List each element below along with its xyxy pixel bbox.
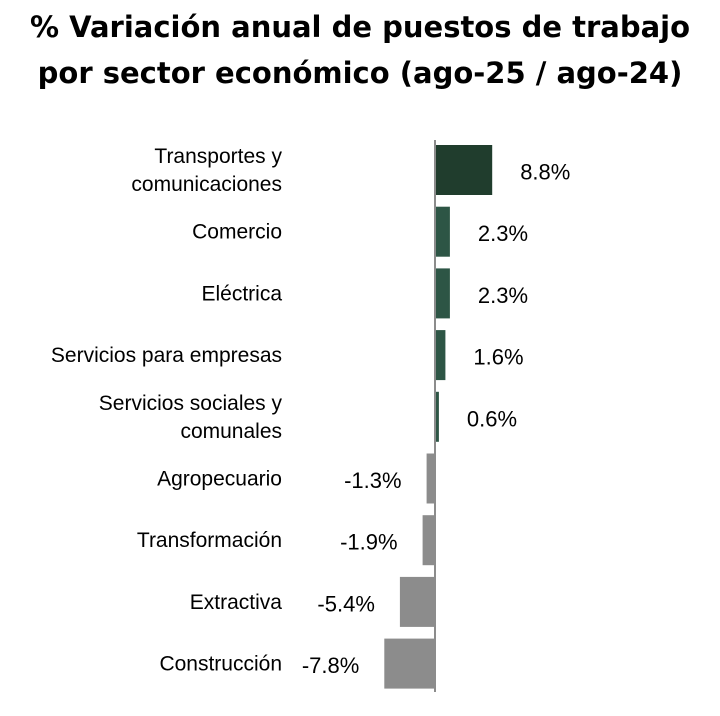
value-label-5: -1.3%: [344, 468, 401, 493]
category-label-4-line-1: comunales: [180, 419, 282, 442]
bar-1: [435, 206, 450, 257]
bar-6: [422, 515, 435, 566]
labels-layer: 8.8% Transportes y comunicaciones 2.3% Comer…: [51, 145, 570, 679]
bar-4: [435, 391, 439, 442]
value-label-2: 2.3%: [478, 283, 528, 308]
chart-title-line-2: por sector económico (ago-25 / ago-24): [37, 56, 683, 90]
value-label-8: -7.8%: [302, 653, 359, 678]
category-label-2-line-0: Eléctrica: [201, 282, 282, 305]
category-label-7-line-0: Extractiva: [190, 590, 283, 613]
category-label-5-line-0: Agropecuario: [157, 467, 282, 490]
bar-0: [435, 145, 493, 195]
value-label-4: 0.6%: [467, 406, 517, 431]
category-label-0: Transportes y comunicaciones: [131, 145, 282, 196]
category-label-1: Comercio: [192, 220, 282, 243]
bar-7: [399, 576, 435, 627]
category-label-1-line-0: Comercio: [192, 220, 282, 243]
bar-2: [435, 268, 450, 319]
category-label-6-line-0: Transformación: [137, 529, 282, 552]
bar-5: [426, 453, 436, 504]
category-label-4: Servicios sociales y comunales: [99, 391, 283, 442]
value-label-6: -1.9%: [340, 530, 397, 555]
category-label-8-line-0: Construcción: [159, 652, 282, 675]
value-label-3: 1.6%: [473, 345, 523, 370]
bars-layer: [384, 145, 493, 689]
chart-title-line-1: % Variación anual de puestos de trabajo: [29, 10, 691, 44]
category-label-5: Agropecuario: [157, 467, 282, 490]
category-label-4-line-0: Servicios sociales y: [99, 391, 283, 414]
category-label-2: Eléctrica: [201, 282, 282, 305]
category-label-7: Extractiva: [190, 590, 283, 613]
category-label-0-line-0: Transportes y: [154, 145, 282, 168]
category-label-0-line-1: comunicaciones: [131, 173, 282, 196]
chart-title: % Variación anual de puestos de trabajo …: [0, 4, 720, 96]
value-label-7: -5.4%: [317, 591, 374, 616]
value-label-0: 8.8%: [520, 160, 570, 185]
category-label-6: Transformación: [137, 529, 282, 552]
category-label-8: Construcción: [159, 652, 282, 675]
category-label-3: Servicios para empresas: [51, 344, 282, 367]
category-label-3-line-0: Servicios para empresas: [51, 344, 282, 367]
bar-8: [384, 638, 435, 689]
bar-3: [435, 330, 446, 381]
value-label-1: 2.3%: [478, 221, 528, 246]
